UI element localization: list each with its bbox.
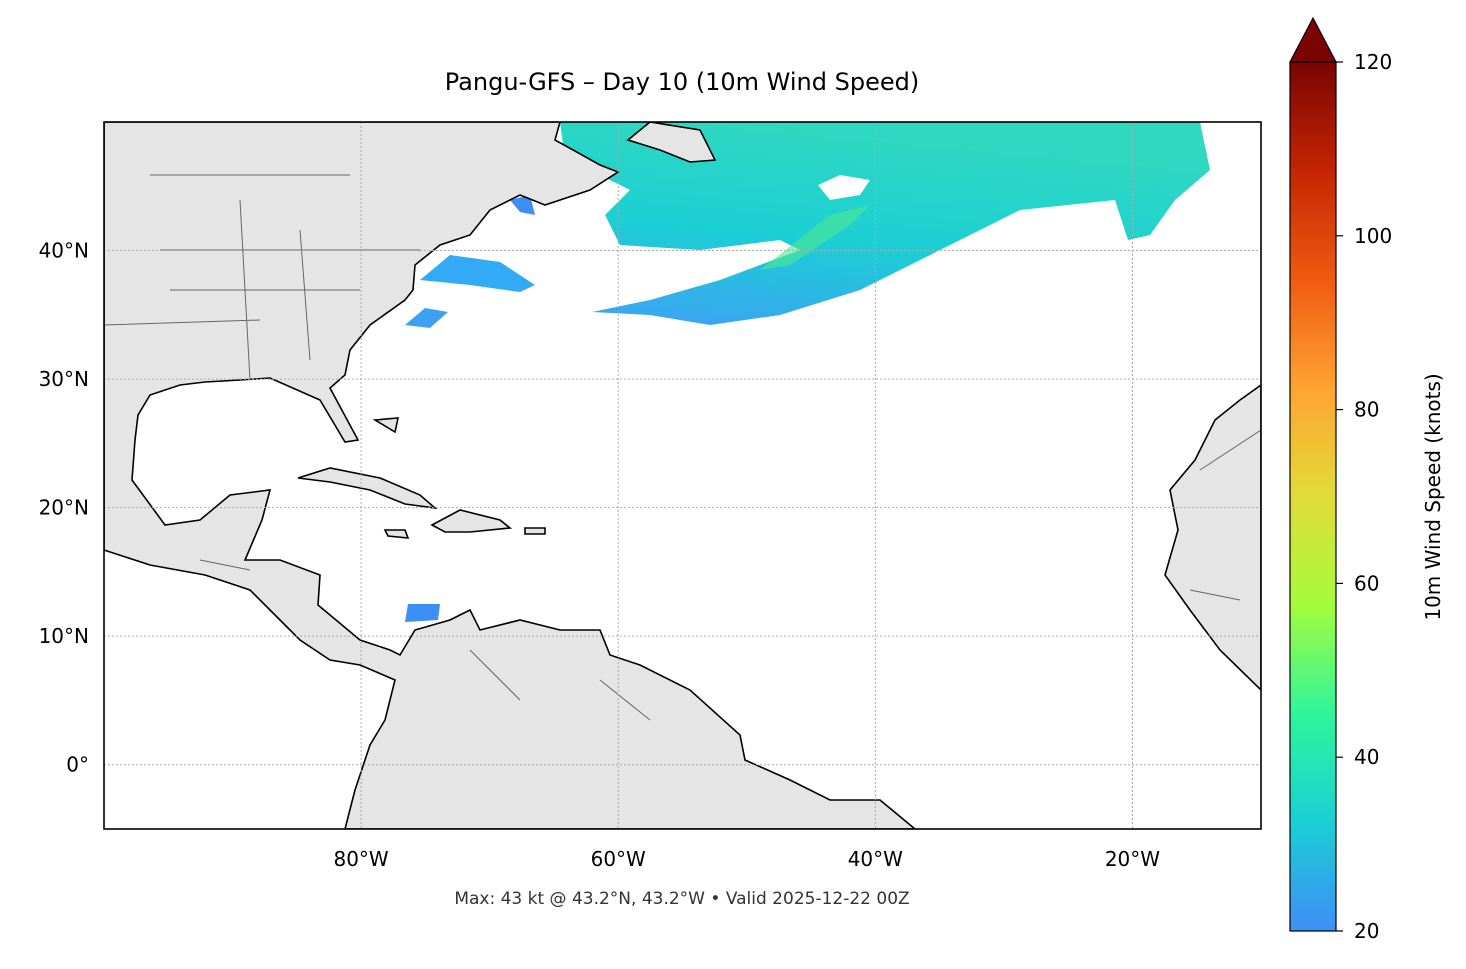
colorbar-tick-label: 100 (1354, 224, 1392, 248)
x-tick-label: 40°W (848, 847, 903, 871)
x-tick-label: 20°W (1105, 847, 1160, 871)
colorbar-tick-label: 80 (1354, 398, 1379, 422)
colorbar (1289, 61, 1337, 932)
colorbar-extend (1289, 16, 1337, 63)
land (104, 122, 1261, 829)
footer-note: Max: 43 kt @ 43.2°N, 43.2°W • Valid 2025… (454, 889, 909, 909)
colorbar-tick-label: 40 (1354, 745, 1379, 769)
y-tick-label: 20°N (39, 496, 89, 520)
y-tick-label: 40°N (39, 239, 89, 263)
y-tick-label: 30°N (39, 367, 89, 391)
map-area (104, 122, 1261, 829)
colorbar-tick-label: 60 (1354, 571, 1379, 595)
y-tick-label: 0° (66, 753, 89, 777)
colorbar-tick-label: 120 (1354, 50, 1392, 74)
map-frame (103, 121, 1262, 830)
colorbar-label: 10m Wind Speed (knots) (1421, 373, 1445, 620)
x-tick-label: 60°W (591, 847, 646, 871)
y-tick-label: 10°N (39, 624, 89, 648)
wind-field (405, 122, 1210, 622)
colorbar-tick-label: 20 (1354, 919, 1379, 943)
grid (104, 122, 1261, 829)
x-tick-label: 80°W (333, 847, 388, 871)
map-title: Pangu-GFS – Day 10 (10m Wind Speed) (445, 68, 919, 96)
